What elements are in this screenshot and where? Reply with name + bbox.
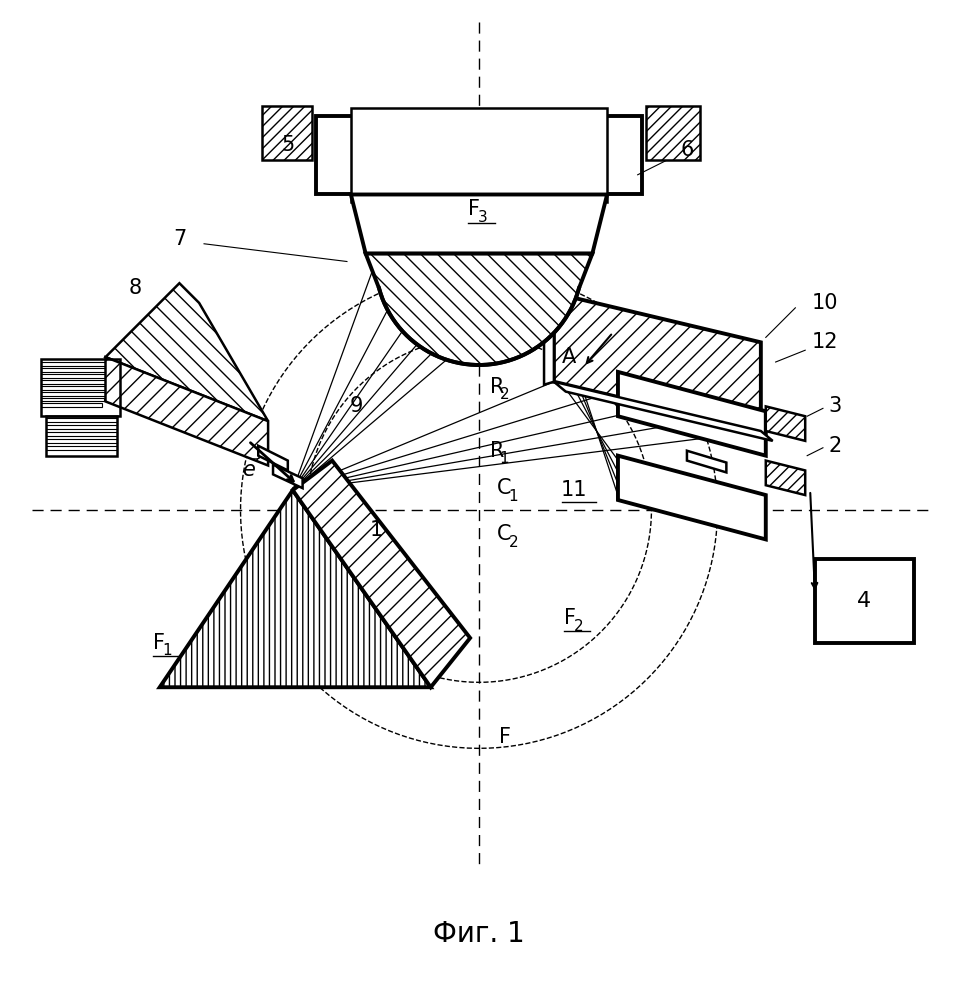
Text: 1: 1 (163, 643, 172, 658)
Polygon shape (46, 425, 117, 429)
Polygon shape (544, 293, 554, 385)
Text: ⁻: ⁻ (252, 454, 261, 472)
Polygon shape (765, 461, 806, 495)
Polygon shape (160, 490, 431, 687)
Text: C: C (497, 478, 512, 498)
Text: 1: 1 (500, 451, 510, 466)
Polygon shape (765, 406, 806, 441)
Text: 2: 2 (509, 535, 518, 550)
Text: F: F (152, 633, 165, 653)
Polygon shape (41, 362, 115, 366)
Text: 7: 7 (172, 229, 186, 249)
Polygon shape (46, 446, 117, 450)
Text: 2: 2 (500, 387, 510, 402)
Polygon shape (41, 403, 102, 407)
Text: 12: 12 (811, 332, 838, 352)
Bar (815, 559, 914, 643)
Text: 3: 3 (478, 210, 488, 225)
Text: 10: 10 (811, 293, 838, 313)
Polygon shape (316, 116, 642, 194)
Text: 8: 8 (128, 278, 142, 298)
Text: 11: 11 (560, 480, 587, 500)
Polygon shape (366, 254, 592, 365)
Polygon shape (46, 439, 117, 443)
Text: 4: 4 (857, 591, 872, 611)
Polygon shape (41, 374, 111, 378)
Polygon shape (554, 382, 773, 441)
Polygon shape (41, 380, 109, 384)
Text: Фиг. 1: Фиг. 1 (433, 920, 525, 948)
Polygon shape (41, 392, 105, 396)
Text: 6: 6 (680, 140, 694, 160)
Text: 5: 5 (282, 135, 294, 155)
Polygon shape (687, 451, 726, 472)
Polygon shape (41, 368, 113, 372)
Polygon shape (351, 194, 607, 254)
Polygon shape (105, 357, 268, 466)
Polygon shape (554, 293, 761, 431)
Text: 2: 2 (828, 436, 841, 456)
Text: F: F (563, 608, 576, 628)
Text: R: R (490, 377, 504, 397)
Polygon shape (105, 283, 268, 421)
Text: 1: 1 (370, 520, 383, 540)
Text: A: A (561, 347, 576, 367)
Polygon shape (46, 432, 117, 436)
Text: F: F (468, 199, 480, 219)
Text: e: e (242, 460, 255, 480)
Polygon shape (293, 461, 470, 687)
Polygon shape (259, 446, 287, 470)
Polygon shape (273, 465, 303, 488)
Text: 9: 9 (350, 396, 363, 416)
Polygon shape (618, 456, 765, 539)
Polygon shape (41, 398, 103, 401)
Polygon shape (351, 108, 607, 202)
Text: F: F (498, 727, 511, 747)
Text: R: R (490, 441, 504, 461)
Polygon shape (262, 106, 312, 160)
Text: C: C (497, 524, 512, 544)
Text: 1: 1 (509, 489, 518, 504)
Polygon shape (646, 106, 699, 160)
Polygon shape (46, 418, 117, 422)
Polygon shape (618, 372, 765, 456)
Polygon shape (41, 386, 107, 390)
Text: 2: 2 (574, 619, 583, 634)
Text: 3: 3 (828, 396, 841, 416)
